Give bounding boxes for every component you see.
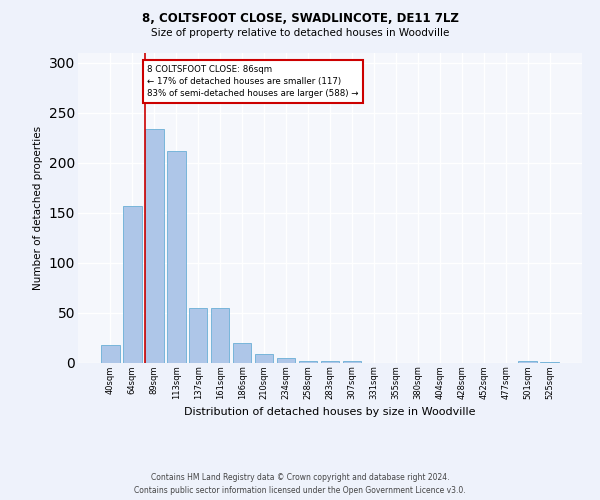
Text: Size of property relative to detached houses in Woodville: Size of property relative to detached ho…	[151, 28, 449, 38]
Y-axis label: Number of detached properties: Number of detached properties	[33, 126, 43, 290]
Bar	[299, 360, 317, 362]
Bar	[189, 308, 208, 362]
Text: Contains HM Land Registry data © Crown copyright and database right 2024.
Contai: Contains HM Land Registry data © Crown c…	[134, 473, 466, 495]
Bar	[277, 358, 295, 362]
Bar	[145, 128, 164, 362]
Text: 8 COLTSFOOT CLOSE: 86sqm
← 17% of detached houses are smaller (117)
83% of semi-: 8 COLTSFOOT CLOSE: 86sqm ← 17% of detach…	[148, 64, 359, 98]
Bar	[233, 342, 251, 362]
X-axis label: Distribution of detached houses by size in Woodville: Distribution of detached houses by size …	[184, 408, 476, 418]
Bar	[167, 150, 185, 362]
Bar	[255, 354, 274, 362]
Bar	[101, 344, 119, 362]
Bar	[211, 308, 229, 362]
Text: 8, COLTSFOOT CLOSE, SWADLINCOTE, DE11 7LZ: 8, COLTSFOOT CLOSE, SWADLINCOTE, DE11 7L…	[142, 12, 458, 26]
Bar	[320, 360, 340, 362]
Bar	[123, 206, 142, 362]
Bar	[343, 360, 361, 362]
Bar	[518, 360, 537, 362]
